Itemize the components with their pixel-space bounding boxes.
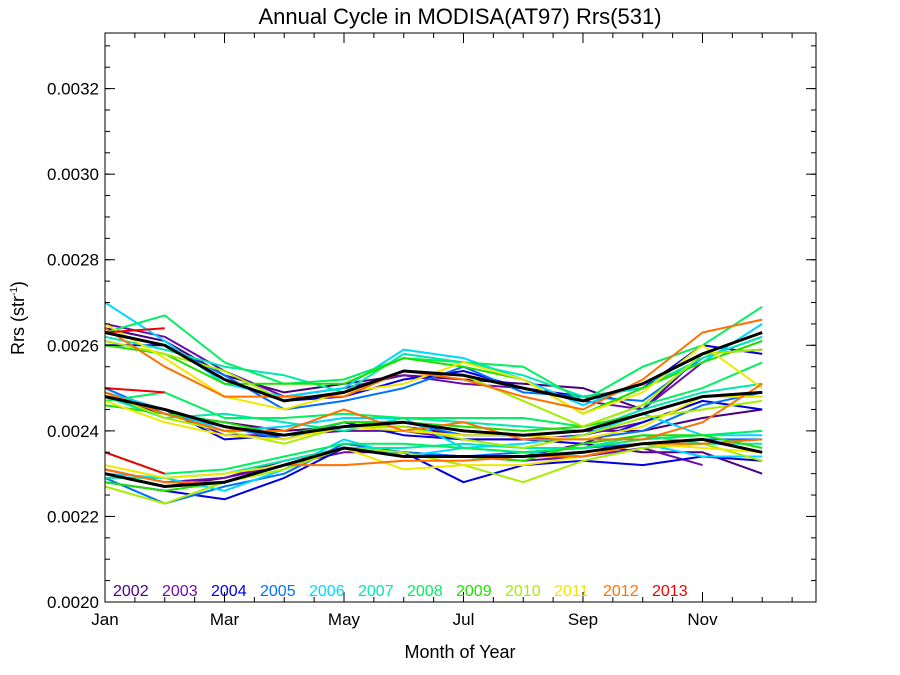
y-tick-label: 0.0020	[47, 593, 99, 612]
series-line-27	[104, 442, 763, 505]
series-line-19	[104, 305, 763, 402]
series-line-34	[104, 327, 165, 334]
series-line-31	[104, 318, 763, 411]
y-tick-label: 0.0030	[47, 165, 99, 184]
legend-label-2005: 2005	[260, 583, 296, 600]
y-axis-label-close: )	[8, 281, 28, 287]
legend-label-2004: 2004	[211, 583, 247, 600]
plot-frame	[104, 32, 817, 603]
x-tick-label: Sep	[568, 610, 598, 629]
legend-label-2011: 2011	[554, 583, 589, 600]
series-line-37	[104, 331, 763, 403]
series-line-29	[104, 395, 763, 441]
x-axis: Jan Mar May Jul Sep Nov	[91, 33, 793, 629]
y-tick-label: 0.0024	[47, 422, 99, 441]
legend-label-2003: 2003	[162, 583, 198, 600]
series-layer	[104, 301, 763, 505]
series-line-36	[104, 451, 166, 475]
y-tick-label: 0.0022	[47, 507, 99, 526]
y-tick-label: 0.0032	[47, 80, 99, 99]
chart-title: Annual Cycle in MODISA(AT97) Rrs(531)	[258, 4, 661, 29]
x-tick-label: Mar	[210, 610, 240, 629]
legend-label-2013: 2013	[652, 583, 688, 600]
series-line-21	[104, 429, 763, 475]
legend-label-2002: 2002	[113, 583, 149, 600]
series-line-10	[104, 331, 763, 411]
legend-label-2007: 2007	[358, 583, 394, 600]
series-line-39	[104, 437, 763, 488]
series-line-35	[104, 387, 165, 394]
x-tick-label: Jan	[91, 610, 118, 629]
series-line-20	[104, 361, 763, 428]
series-line-38	[104, 390, 763, 437]
x-tick-label: Nov	[687, 610, 718, 629]
y-tick-label: 0.0028	[47, 251, 99, 270]
legend-label-2012: 2012	[603, 583, 639, 600]
x-axis-label: Month of Year	[404, 642, 515, 662]
legend-label-2009: 2009	[456, 583, 492, 600]
x-tick-label: Jul	[453, 610, 475, 629]
series-line-4	[104, 322, 704, 411]
legend-label-2010: 2010	[505, 583, 541, 600]
y-axis-label: Rrs (str-1)	[8, 281, 28, 355]
legend: 2002 2003 2004 2005 2006 2007 2008 2009 2010 2011…	[113, 583, 688, 600]
legend-label-2008: 2008	[407, 583, 443, 600]
y-axis-label-main: Rrs (str	[8, 296, 28, 355]
y-tick-label: 0.0026	[47, 336, 99, 355]
series-line-15	[104, 438, 763, 492]
legend-label-2006: 2006	[309, 583, 345, 600]
y-axis: 0.0020 0.0022 0.0024 0.0026 0.0028 0.0030 0.00…	[47, 45, 816, 612]
x-tick-label: May	[328, 610, 361, 629]
y-axis-label-sup: -1	[9, 287, 20, 296]
series-line-8	[104, 395, 763, 445]
